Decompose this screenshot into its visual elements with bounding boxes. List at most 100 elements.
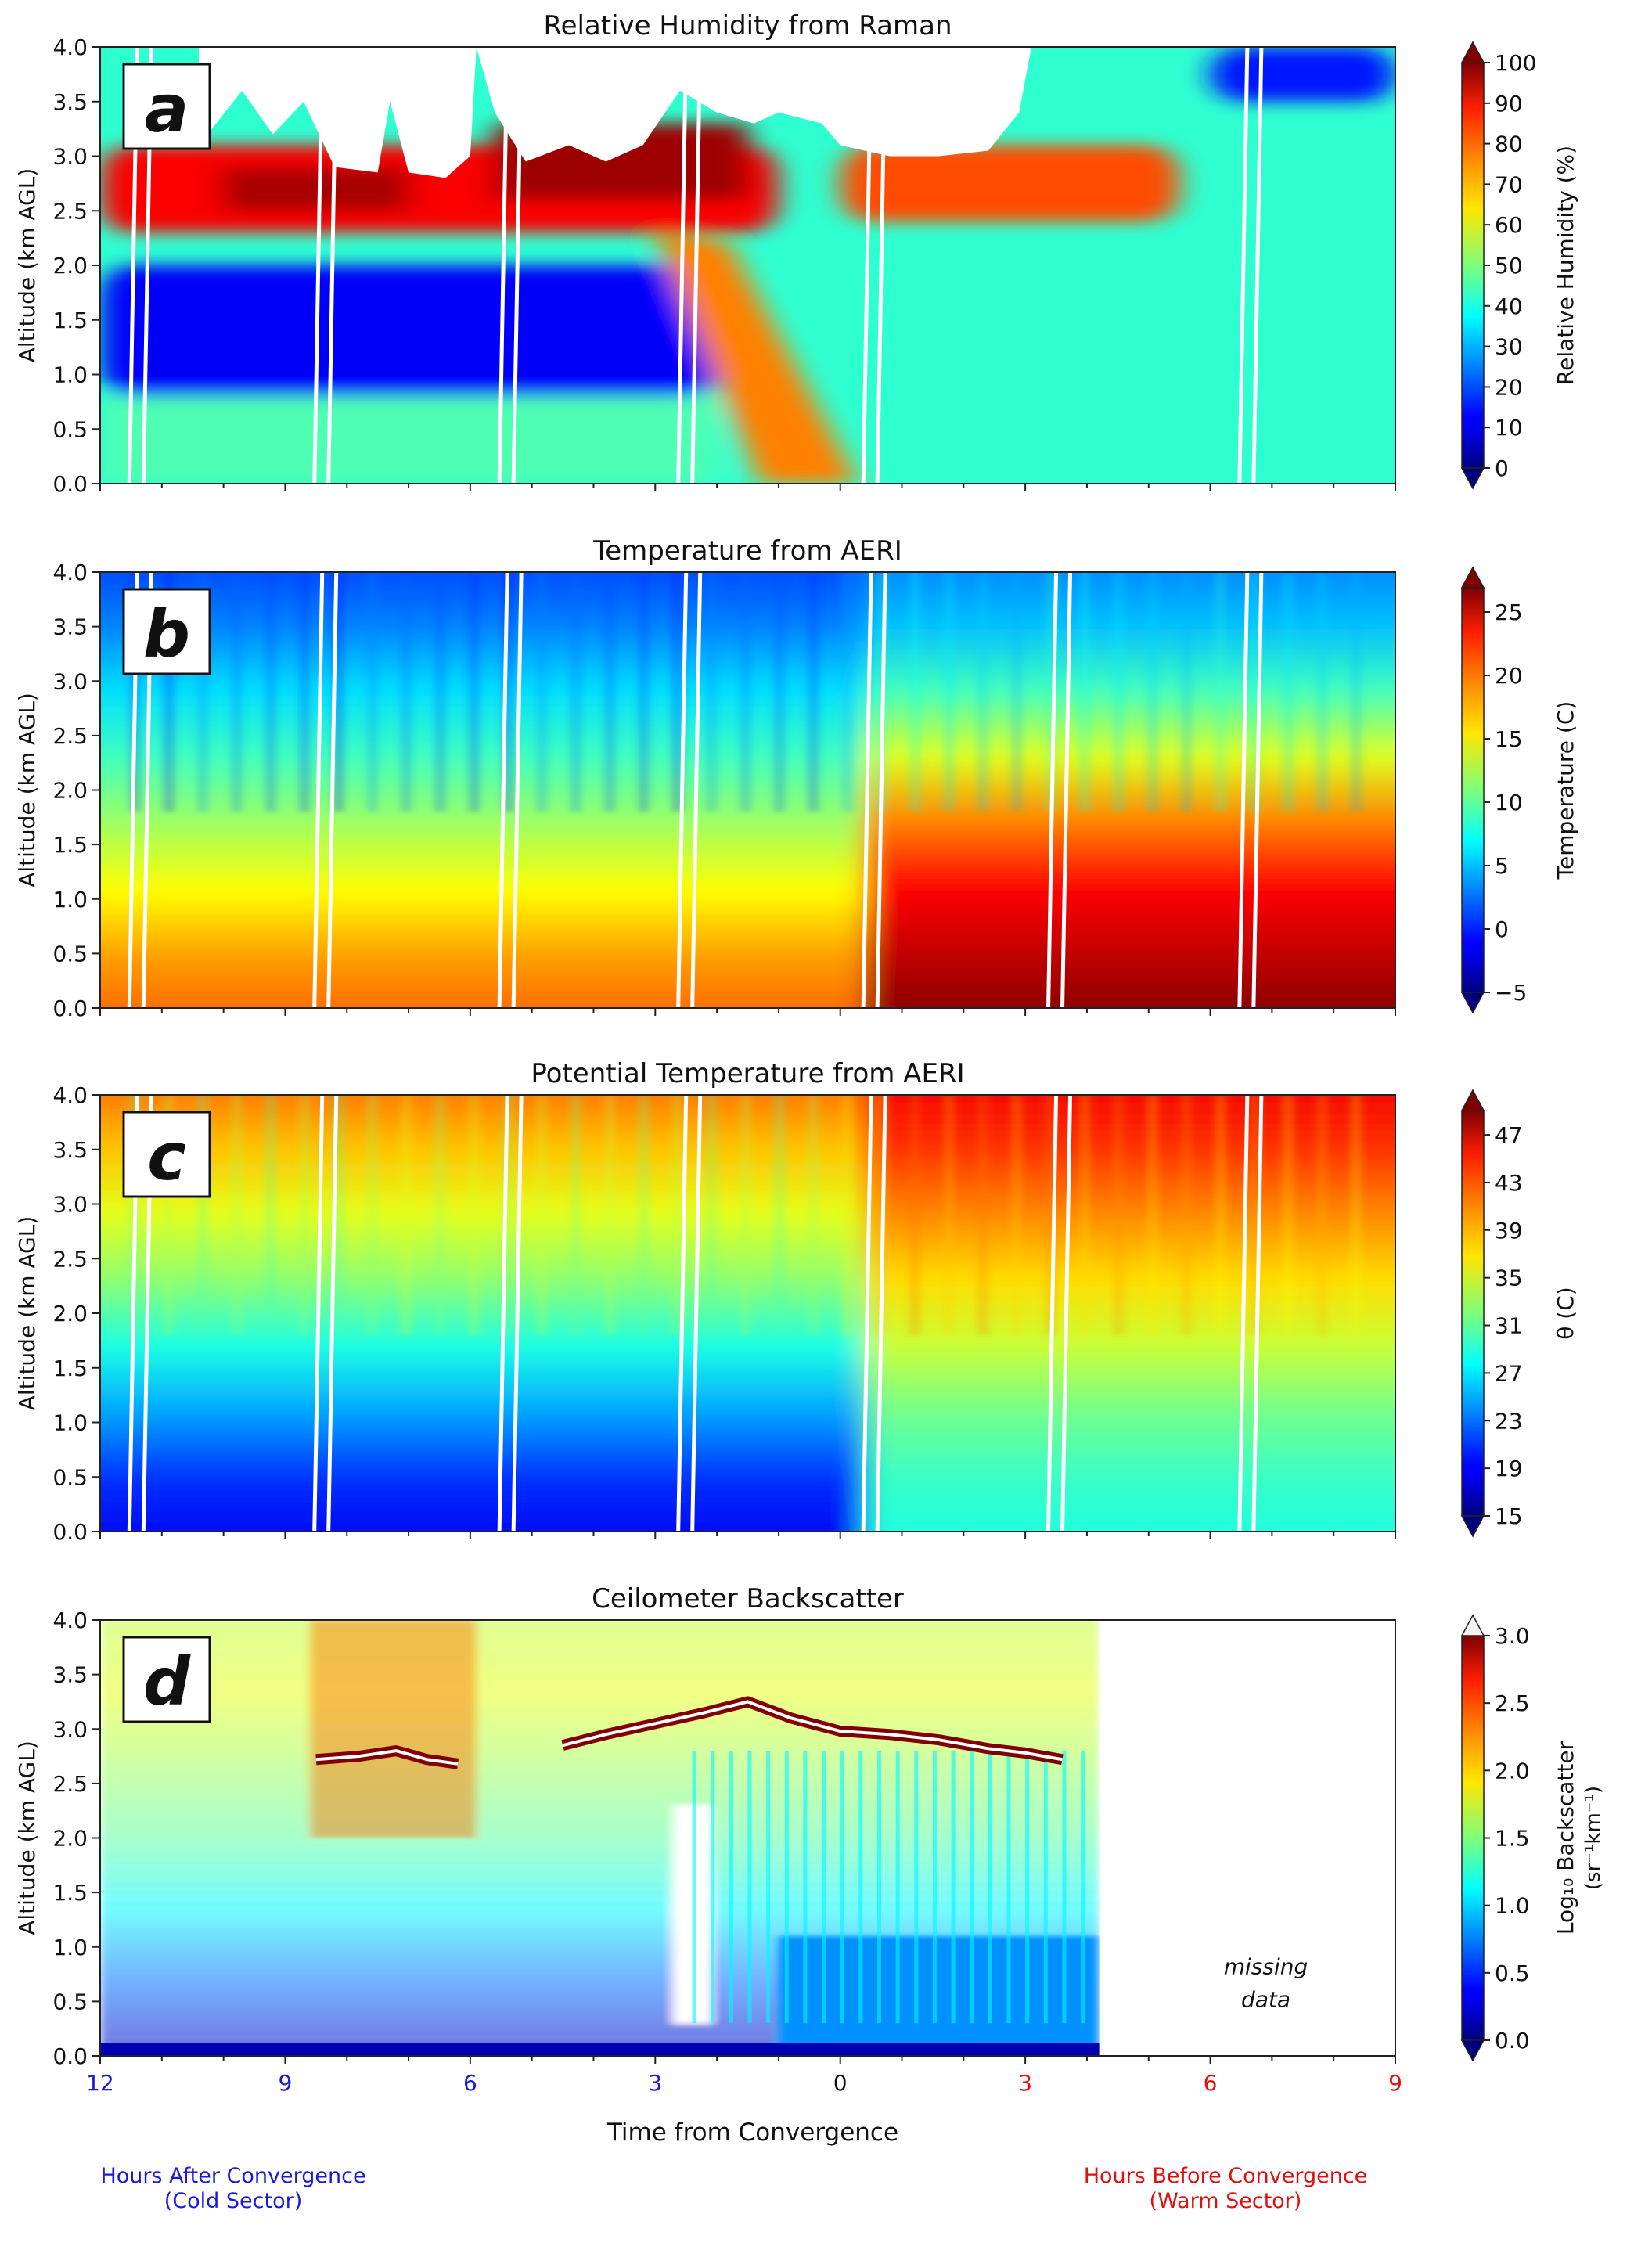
precip-streak	[1006, 1751, 1011, 2024]
data-gap-line	[511, 1095, 524, 1532]
precip-streak	[1062, 1751, 1067, 2024]
y-tick-label: 4.0	[52, 34, 88, 60]
x-axis-label: Time from Convergence	[606, 2119, 898, 2147]
y-tick-label: 1.0	[52, 887, 88, 913]
data-gap-line	[312, 1095, 325, 1532]
precip-streak	[877, 1751, 881, 2024]
y-tick-label: 0.0	[52, 2043, 88, 2069]
colorbar-tick-label: 19	[1495, 1456, 1523, 1481]
streak	[301, 1095, 309, 1335]
data-gap-line	[690, 1095, 703, 1532]
cold-sector-field	[100, 572, 866, 1008]
streak	[707, 1095, 716, 1335]
streak	[1284, 1095, 1293, 1335]
x-tick-label: 3	[648, 2070, 662, 2096]
colorbar-extend-top	[1460, 1089, 1485, 1111]
streak	[1148, 572, 1157, 812]
streak	[368, 1095, 376, 1335]
y-axis-label: Altitude (km AGL)	[14, 1216, 40, 1411]
colorbar-tick-label: 20	[1495, 663, 1523, 689]
panel-title: Temperature from AERI	[592, 535, 902, 567]
colorbar-tick-label: 10	[1495, 415, 1523, 441]
y-tick-label: 3.5	[52, 89, 88, 115]
y-tick-label: 2.0	[52, 1301, 88, 1327]
x-tick-label: 6	[1204, 2070, 1218, 2096]
right-note-line2: (Warm Sector)	[1149, 2189, 1302, 2213]
streak	[538, 1095, 546, 1335]
precip-streak	[803, 1751, 808, 2024]
data-gap-line	[497, 1095, 509, 1532]
data-gap-line	[1237, 1095, 1250, 1532]
y-tick-label: 2.0	[52, 1826, 88, 1852]
panel-title: Relative Humidity from Raman	[543, 10, 952, 41]
y-tick-label: 3.0	[52, 144, 88, 170]
streak	[1216, 1095, 1225, 1335]
streak	[164, 1095, 173, 1335]
colorbar-extend-top	[1460, 566, 1485, 589]
streak	[1351, 572, 1360, 812]
y-tick-label: 4.0	[52, 1607, 88, 1633]
precip-streak	[1081, 1751, 1085, 2024]
panel-letter: c	[147, 1118, 186, 1195]
precip-streak	[729, 1751, 733, 2024]
streak	[843, 572, 851, 812]
streak	[232, 1095, 241, 1335]
streak	[741, 572, 750, 812]
panel-letter-box	[122, 1111, 211, 1198]
streak	[945, 1095, 953, 1335]
data-gap-line	[861, 1095, 873, 1532]
streak	[1081, 572, 1089, 812]
streak	[1182, 1095, 1191, 1335]
streak	[1318, 1095, 1326, 1335]
missing-data-region	[1099, 1620, 1395, 2056]
y-axis-label: Altitude (km AGL)	[14, 1741, 40, 1935]
left-note-line2: (Cold Sector)	[164, 2189, 303, 2213]
cloud-base-core-2	[562, 1700, 1063, 1762]
streak	[707, 572, 716, 812]
missing-data-label-1: missing	[1224, 1954, 1308, 1980]
streak	[232, 572, 241, 812]
panel-a: Relative Humidity from Raman a 0.0 0.5 1.0 1.…	[14, 10, 1578, 497]
data-gap-line	[690, 47, 703, 484]
colorbar-tick-label: 39	[1495, 1218, 1523, 1244]
plot-area	[100, 1095, 1395, 1532]
colorbar-tick-label: 1.5	[1495, 1826, 1530, 1852]
colorbar-tick-label: 25	[1495, 599, 1523, 625]
colorbar-tick-label: 1.0	[1495, 1893, 1530, 1919]
data-gap-line	[1046, 1095, 1059, 1532]
streak	[199, 572, 207, 812]
streak	[809, 572, 818, 812]
y-tick-label: 3.0	[52, 1716, 88, 1742]
streak	[979, 1095, 988, 1335]
colorbar-tick-label: 3.0	[1495, 1623, 1530, 1649]
streak	[436, 1095, 444, 1335]
vertical-streaks	[131, 1095, 1360, 1335]
data-gap-line	[861, 572, 873, 1008]
y-tick-label: 2.5	[52, 1246, 88, 1272]
streak	[606, 1095, 614, 1335]
y-tick-label: 0.5	[52, 1989, 88, 2014]
streak	[504, 572, 513, 812]
colorbar-tick-label: 0	[1495, 455, 1509, 481]
y-tick-label: 2.5	[52, 198, 88, 224]
colorbar	[1461, 587, 1485, 993]
streak	[538, 572, 546, 812]
streak	[301, 572, 309, 812]
colorbar-tick-label: 15	[1495, 1503, 1523, 1529]
streak	[1250, 1095, 1258, 1335]
low-level-moisture	[100, 396, 718, 484]
y-tick-label: 0.0	[52, 995, 88, 1021]
precip-streak	[988, 1751, 992, 2024]
colorbar-tick-label: 10	[1495, 790, 1523, 815]
precip-streak	[747, 1751, 752, 2024]
colorbar-tick-label: 35	[1495, 1265, 1523, 1291]
streak	[639, 572, 648, 812]
right-sector-note: Hours Before Convergence (Warm Sector)	[1069, 2164, 1382, 2214]
colorbar-tick-label: 15	[1495, 726, 1523, 752]
colorbar-tick-label: 80	[1495, 131, 1523, 157]
streak	[266, 572, 275, 812]
vertical-streaks	[131, 572, 1360, 812]
moist-band-descending	[655, 232, 859, 484]
y-axis-label: Altitude (km AGL)	[14, 168, 40, 363]
